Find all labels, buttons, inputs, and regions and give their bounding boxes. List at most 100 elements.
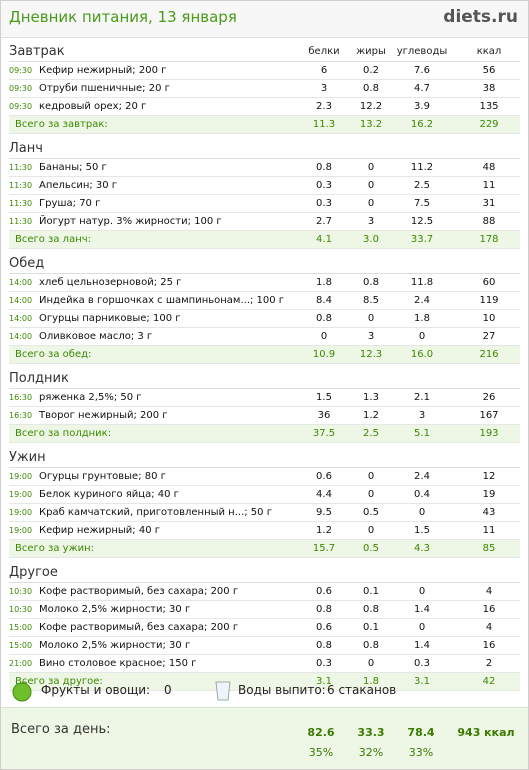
food-row[interactable]: 14:00 Оливковое масло; 3 г 0 3 0 27 [9, 328, 520, 346]
food-row[interactable]: 11:30 Йогурт натур. 3% жирности; 100 г 2.7… [9, 213, 520, 231]
time: 11:30 [9, 163, 33, 172]
total-value: 0.5 [363, 543, 379, 554]
value: 0.8 [363, 83, 379, 94]
food-row[interactable]: 10:30 Молоко 2,5% жирности; 30 г 0.8 0.8 1.4… [9, 601, 520, 619]
day-percent: 33% [408, 746, 434, 759]
food-row[interactable]: 15:00 Кофе растворимый, без сахара; 200 г… [9, 619, 520, 637]
total-value: 3.1 [414, 676, 430, 687]
total-value: 1.8 [363, 676, 379, 687]
food-row[interactable]: 14:00 Индейка в горшочках с шампиньонам..… [9, 292, 520, 310]
food-row[interactable]: 19:00 Огурцы грунтовые; 80 г 0.6 0 2.4 12 [9, 468, 520, 486]
time: 14:00 [9, 278, 33, 287]
total-value: 4.3 [414, 543, 430, 554]
value: 2.7 [316, 216, 332, 227]
food-row[interactable]: 19:00 Кефир нежирный; 40 г 1.2 0 1.5 11 [9, 522, 520, 540]
food-row[interactable]: 14:00 Огурцы парниковые; 100 г 0.8 0 1.8 10 [9, 310, 520, 328]
value: 12.2 [359, 101, 383, 112]
value: 2.4 [414, 295, 430, 306]
value: 1.8 [316, 277, 332, 288]
food-name: Индейка в горшочках с шампиньонам...; 10… [39, 295, 285, 306]
food-row[interactable]: 21:00 Вино столовое красное; 150 г 0.3 0 0.3… [9, 655, 520, 673]
food-row[interactable]: 11:30 Апельсин; 30 г 0.3 0 2.5 11 [9, 177, 520, 195]
food-row[interactable]: 16:30 ряженка 2,5%; 50 г 1.5 1.3 2.1 26 [9, 389, 520, 407]
time: 14:00 [9, 332, 33, 341]
value: 6 [320, 65, 328, 76]
value: 0 [367, 180, 375, 191]
food-row[interactable]: 16:30 Творог нежирный; 200 г 36 1.2 3 167 [9, 407, 520, 425]
value: 0.1 [363, 586, 379, 597]
logo[interactable]: diets.ru [443, 7, 518, 27]
day-total: Всего за день: 82.6 33.3 78.4 943 ккал 35% 32… [1, 707, 528, 769]
food-row[interactable]: 15:00 Молоко 2,5% жирности; 30 г 0.8 0.8 1.4… [9, 637, 520, 655]
value: 9.5 [316, 507, 332, 518]
time: 09:30 [9, 102, 33, 111]
day-value: 33.3 [357, 726, 385, 739]
water-value: 6 стаканов [327, 683, 397, 697]
value: 0 [367, 489, 375, 500]
day-value: 78.4 [407, 726, 435, 739]
time: 09:30 [9, 84, 33, 93]
section-header: Обед [9, 255, 520, 274]
value: 12.5 [410, 216, 434, 227]
food-row[interactable]: 09:30 кедровый орех; 20 г 2.3 12.2 3.9 135 [9, 98, 520, 116]
value: 1.5 [414, 525, 430, 536]
food-row[interactable]: 09:30 Отруби пшеничные; 20 г 3 0.8 4.7 38 [9, 80, 520, 98]
time: 14:00 [9, 314, 33, 323]
fruits-label: Фрукты и овощи: [41, 683, 151, 697]
food-name: Белок куриного яйца; 40 г [39, 489, 179, 500]
extras: Фрукты и овощи: 0 Воды выпито: 6 стакано… [9, 679, 520, 705]
value: 0 [418, 331, 426, 342]
day-value: 943 ккал [457, 726, 515, 739]
time: 19:00 [9, 508, 33, 517]
value: 0.3 [316, 198, 332, 209]
section-title: Ланч [9, 141, 43, 156]
value: 56 [482, 65, 496, 76]
food-row[interactable]: 10:30 Кофе растворимый, без сахара; 200 г… [9, 583, 520, 601]
value: 60 [482, 277, 496, 288]
value: 36 [317, 410, 331, 421]
total-value: 12.3 [359, 349, 383, 360]
value: 3.9 [414, 101, 430, 112]
value: 0.8 [316, 604, 332, 615]
time: 15:00 [9, 641, 33, 650]
total-label: Всего за полдник: [15, 428, 112, 439]
food-row[interactable]: 09:30 Кефир нежирный; 200 г 6 0.2 7.6 56 [9, 62, 520, 80]
total-label: Всего за ланч: [15, 234, 92, 245]
value: 1.4 [414, 640, 430, 651]
section-total: Всего за ланч: 4.1 3.0 33.7 178 [9, 231, 520, 249]
total-label: Всего за ужин: [15, 543, 95, 554]
value: 2.4 [414, 471, 430, 482]
food-row[interactable]: 14:00 хлеб цельнозерновой; 25 г 1.8 0.8 11.8… [9, 274, 520, 292]
section-title: Ужин [9, 450, 46, 465]
food-row[interactable]: 19:00 Краб камчатский, приготовленный н..… [9, 504, 520, 522]
value: 0.6 [316, 471, 332, 482]
time: 09:30 [9, 66, 33, 75]
section-total: Всего за обед: 10.9 12.3 16.0 216 [9, 346, 520, 364]
section-title: Полдник [9, 371, 69, 386]
value: 0.8 [363, 604, 379, 615]
column-header: углеводы [396, 46, 448, 57]
value: 4.4 [316, 489, 332, 500]
value: 1.2 [363, 410, 379, 421]
food-row[interactable]: 11:30 Бананы; 50 г 0.8 0 11.2 48 [9, 159, 520, 177]
food-row[interactable]: 19:00 Белок куриного яйца; 40 г 4.4 0 0.4 19 [9, 486, 520, 504]
value: 1.4 [414, 604, 430, 615]
total-value: 16.0 [410, 349, 434, 360]
food-name: Кофе растворимый, без сахара; 200 г [39, 586, 239, 597]
value: 19 [482, 489, 496, 500]
total-value: 85 [482, 543, 496, 554]
value: 3 [367, 216, 375, 227]
value: 0.2 [363, 65, 379, 76]
value: 0.3 [316, 180, 332, 191]
day-total-label: Всего за день: [11, 722, 111, 737]
value: 10 [482, 313, 496, 324]
total-value: 193 [479, 428, 499, 439]
value: 0.4 [414, 489, 430, 500]
food-name: Кефир нежирный; 40 г [39, 525, 161, 536]
food-row[interactable]: 11:30 Груша; 70 г 0.3 0 7.5 31 [9, 195, 520, 213]
food-name: Вино столовое красное; 150 г [39, 658, 197, 669]
value: 2.1 [414, 392, 430, 403]
value: 0 [367, 162, 375, 173]
time: 10:30 [9, 605, 33, 614]
section-total: Всего за полдник: 37.5 2.5 5.1 193 [9, 425, 520, 443]
